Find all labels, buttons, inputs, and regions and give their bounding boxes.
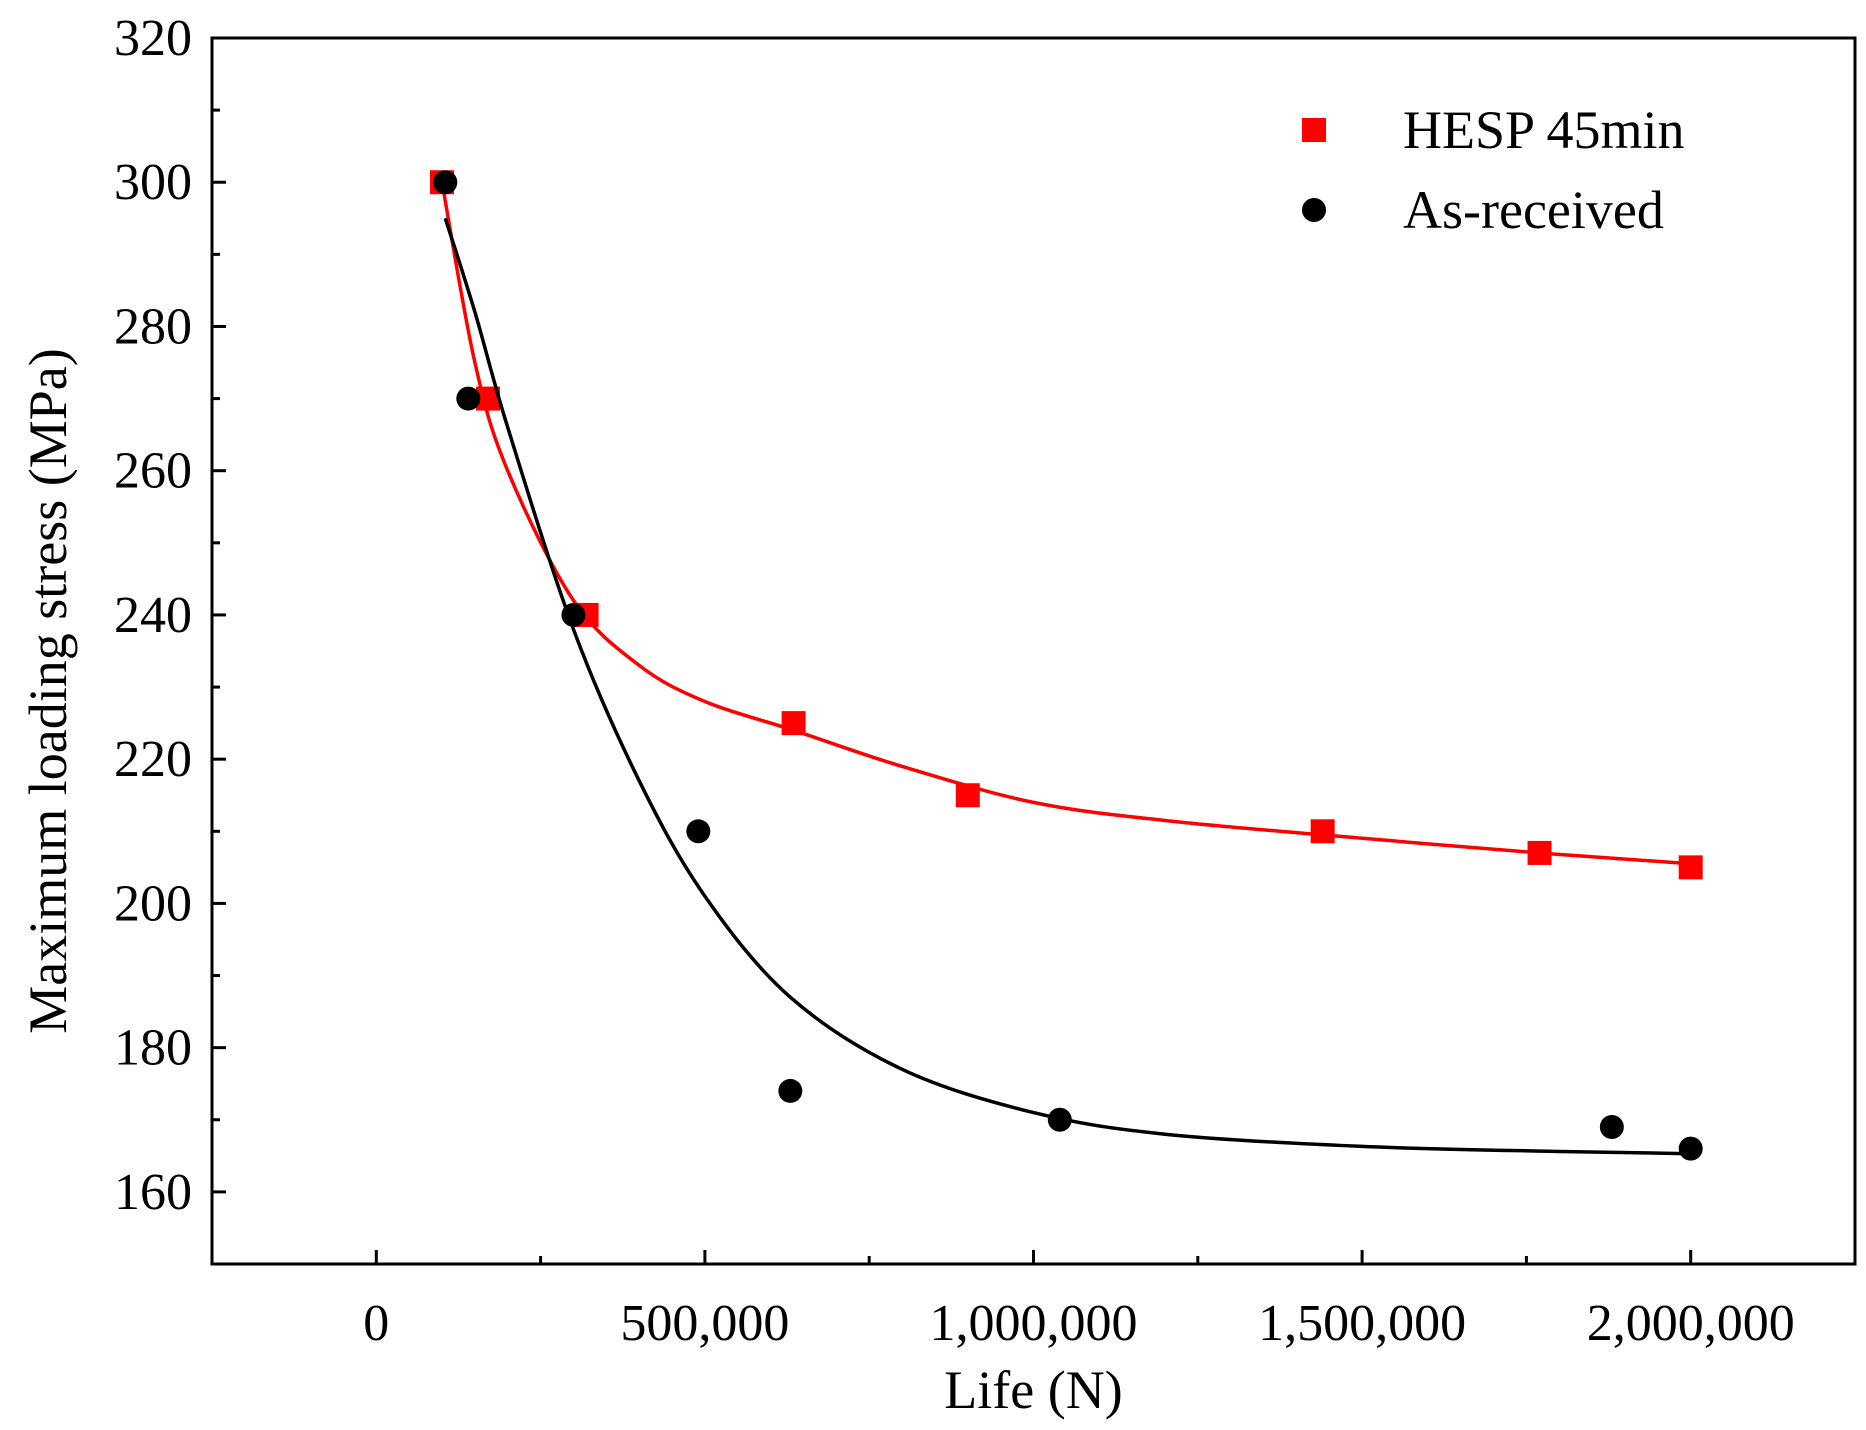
axes: 160 180 200 220 240 260 280 300 320 0 500,000 1,000…	[114, 10, 1857, 1352]
x-tick-label: 0	[363, 1295, 389, 1352]
fit-curve-as-received	[443, 217, 1691, 1156]
data-point-as-received	[456, 386, 481, 411]
data-point-hesp-45min	[1310, 819, 1335, 844]
data-point-as-received	[1599, 1114, 1624, 1139]
data-point-as-received	[433, 170, 458, 195]
x-tick-label: 1,000,000	[930, 1295, 1138, 1352]
data-point-as-received	[561, 602, 586, 627]
x-tick-label: 500,000	[620, 1295, 789, 1352]
y-tick-label: 160	[114, 1164, 192, 1221]
y-tick-label: 300	[114, 154, 192, 211]
legend-marker-hesp-45min	[1302, 118, 1326, 142]
data-point-hesp-45min	[955, 783, 980, 808]
legend-marker-as-received	[1302, 198, 1326, 222]
legend-label-as-received: As-received	[1403, 180, 1664, 240]
data-point-as-received	[778, 1078, 803, 1103]
data-point-hesp-45min	[1527, 840, 1552, 865]
x-tick-label: 2,000,000	[1587, 1295, 1795, 1352]
data-point-hesp-45min	[1678, 855, 1703, 880]
plot-area	[430, 170, 1703, 1161]
legend-label-hesp-45min: HESP 45min	[1403, 100, 1685, 160]
data-point-as-received	[686, 819, 711, 844]
fit-curve-hesp-45min	[440, 181, 1691, 866]
legend: HESP 45min As-received	[1302, 100, 1685, 240]
y-tick-label: 180	[114, 1020, 192, 1077]
y-tick-label: 320	[114, 10, 192, 67]
y-tick-label: 280	[114, 298, 192, 355]
y-tick-label: 200	[114, 875, 192, 932]
data-point-hesp-45min	[781, 711, 806, 736]
y-tick-label: 260	[114, 443, 192, 500]
data-point-as-received	[1678, 1136, 1703, 1161]
y-tick-label: 220	[114, 731, 192, 788]
data-point-as-received	[1047, 1107, 1072, 1132]
x-tick-label: 1,500,000	[1258, 1295, 1466, 1352]
y-axis-title: Maximum loading stress (MPa)	[18, 348, 78, 1033]
x-axis-title: Life (N)	[944, 1360, 1122, 1420]
y-tick-label: 240	[114, 587, 192, 644]
